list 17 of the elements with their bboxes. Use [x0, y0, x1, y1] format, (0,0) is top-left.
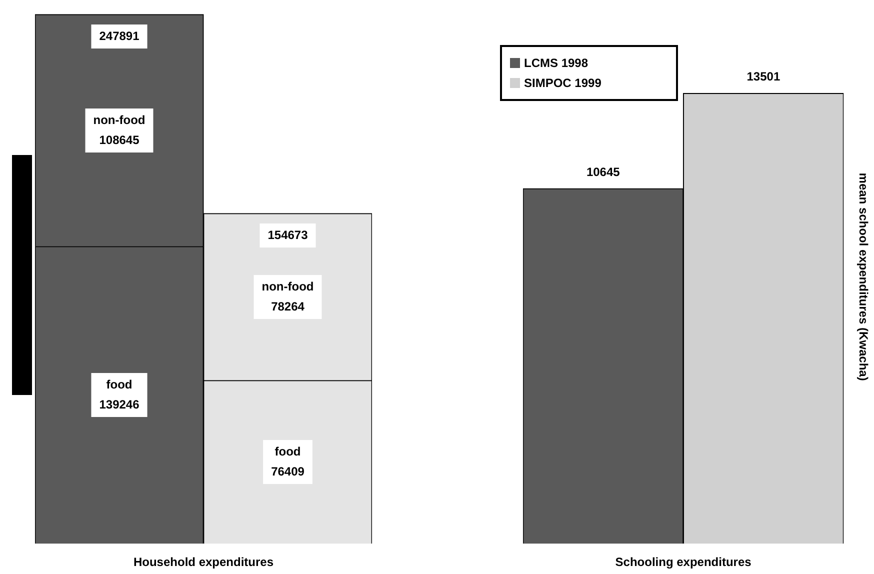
x-axis-title: Schooling expenditures — [615, 555, 752, 570]
data-label: 78264 — [271, 299, 305, 314]
y-axis-title: mean school expenditures (Kwacha) — [856, 172, 870, 381]
data-label: 76409 — [271, 464, 305, 478]
series-label: non-food — [262, 279, 314, 294]
series-label: food — [274, 444, 301, 458]
text: non-food — [93, 112, 146, 127]
legend-label: SIMPOC 1999 — [524, 76, 602, 90]
text: food — [106, 377, 132, 392]
data-label: 108645 — [99, 132, 140, 147]
legend-label: LCMS 1998 — [524, 56, 588, 70]
data-label: 139246 — [99, 397, 140, 412]
total-label: 247891 — [99, 28, 140, 43]
data-label: 13501 — [746, 70, 780, 84]
data-label: 10645 — [586, 164, 620, 179]
total-label: 154673 — [268, 228, 308, 242]
x-axis-title: Household expenditures — [133, 555, 274, 570]
